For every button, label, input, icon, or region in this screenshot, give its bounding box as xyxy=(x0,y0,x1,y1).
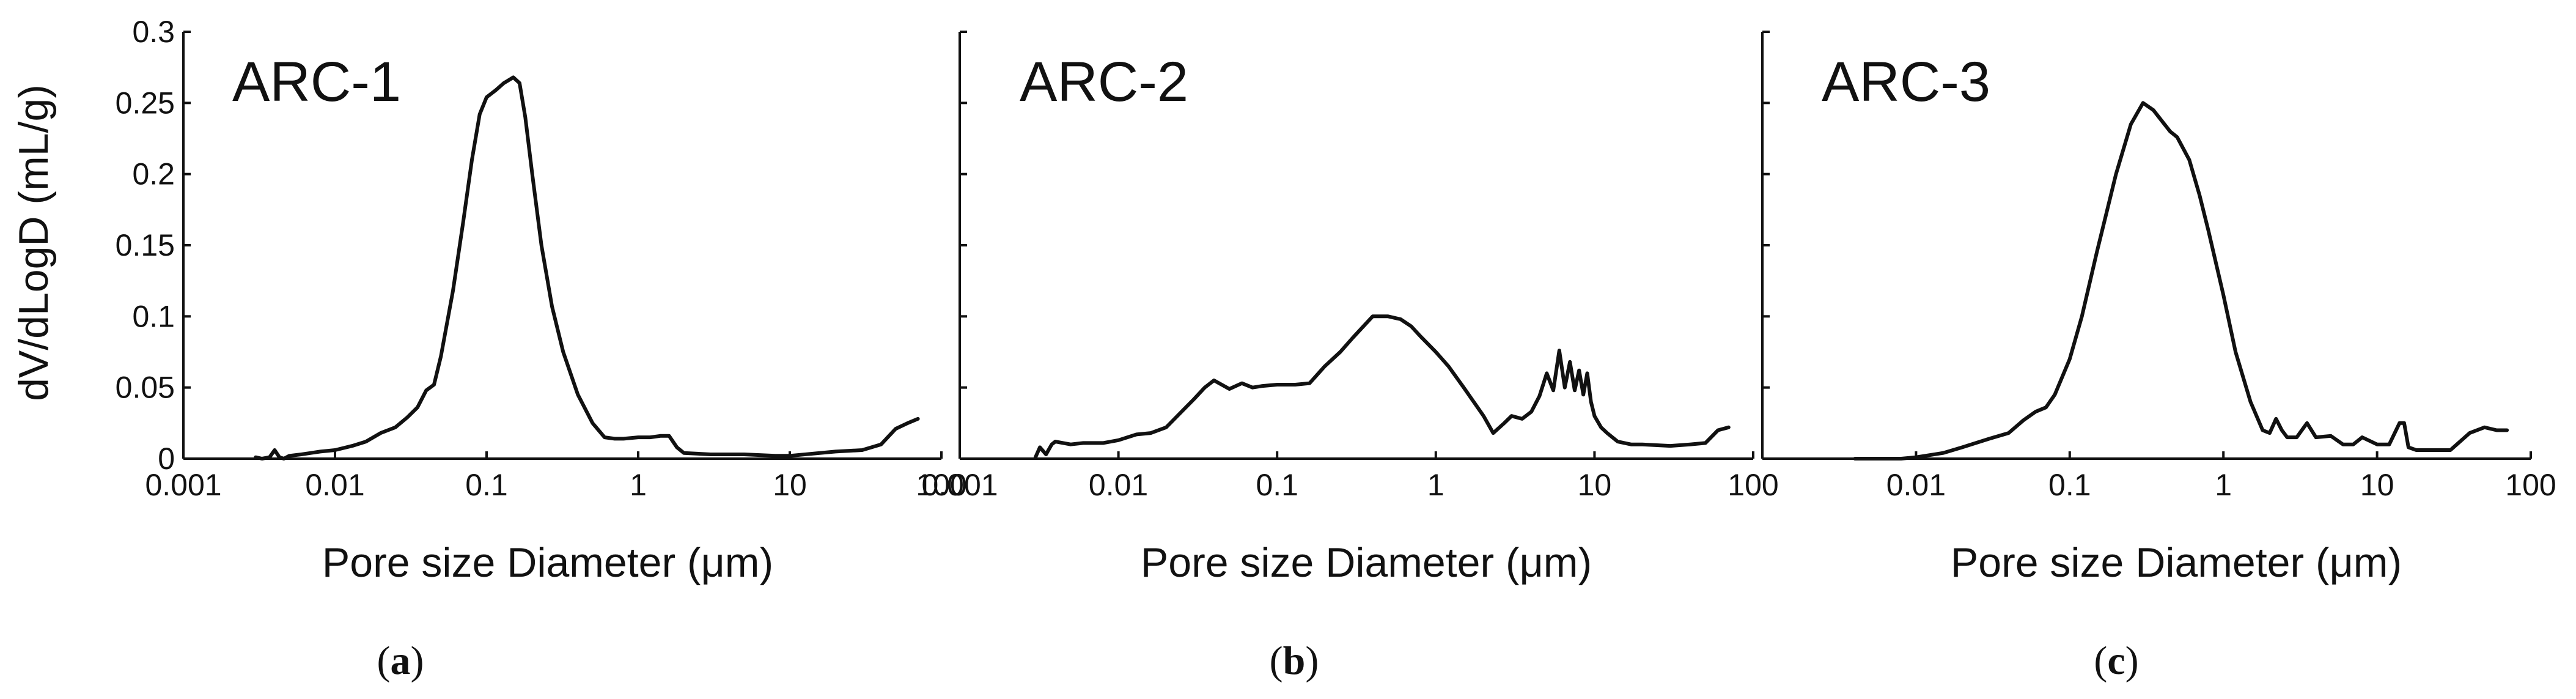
x-tick-label: 1 xyxy=(630,468,647,502)
x-tick-label: 10 xyxy=(2360,468,2394,502)
x-tick-labels: 0.01 0.1 1 10 100 xyxy=(1886,468,2556,502)
y-tick-label: 0.2 xyxy=(132,157,175,191)
panel-title-arc-1: ARC-1 xyxy=(232,51,401,113)
x-tick-label: 0.001 xyxy=(921,468,998,502)
y-tick-label: 0.1 xyxy=(132,299,175,333)
x-tick-label: 0.1 xyxy=(465,468,508,502)
x-axis-title: Pore size Diameter (μm) xyxy=(322,539,773,586)
panel-title-arc-2: ARC-2 xyxy=(1020,51,1188,113)
y-axis-title: dV/dLogD (mL/g) xyxy=(10,84,57,401)
x-axis-title: Pore size Diameter (μm) xyxy=(1141,539,1592,586)
x-tick-label: 0.1 xyxy=(1256,468,1298,502)
x-tick-label: 0.01 xyxy=(305,468,364,502)
series-line-arc-1 xyxy=(254,75,920,460)
x-tick-label: 100 xyxy=(1728,468,1778,502)
x-tick-label: 100 xyxy=(2505,468,2556,502)
panel-title-arc-3: ARC-3 xyxy=(1822,51,1990,113)
x-axis-title: Pore size Diameter (μm) xyxy=(1951,539,2402,586)
x-tick-label: 100 xyxy=(916,468,966,502)
y-tick-label: 0 xyxy=(158,442,175,476)
y-tick-label: 0.15 xyxy=(116,228,175,262)
series-line-arc-3 xyxy=(1853,101,2509,460)
x-tick-label: 0.001 xyxy=(145,468,221,502)
panel-c: 0.01 0.1 1 10 100 ARC-3 Pore size Diameter (… xyxy=(1761,31,2556,683)
y-tick-label: 0.05 xyxy=(116,371,175,405)
x-tick-labels: 0.001 0.01 0.1 1 10 100 xyxy=(921,468,1778,502)
panel-b: 0.001 0.01 0.1 1 10 100 ARC-2 Pore size Diame… xyxy=(921,31,1779,683)
x-tick-label: 1 xyxy=(1427,468,1444,502)
y-tick-label: 0.3 xyxy=(132,15,175,49)
panel-a: dV/dLogD (mL/g) 0 0.05 0.1 0.15 0.2 0.25 0.3 0… xyxy=(10,15,967,683)
x-tick-label: 0.01 xyxy=(1089,468,1148,502)
x-tick-label: 0.1 xyxy=(2048,468,2091,502)
x-tick-label: 10 xyxy=(773,468,807,502)
x-tick-label: 0.01 xyxy=(1886,468,1946,502)
x-tick-labels: 0.001 0.01 0.1 1 10 100 xyxy=(145,468,966,502)
x-tick-label: 1 xyxy=(2215,468,2232,502)
panel-label-a: (a) xyxy=(377,638,424,683)
x-tick-label: 10 xyxy=(1578,468,1612,502)
panel-label-c: (c) xyxy=(2094,638,2138,683)
panel-label-b: (b) xyxy=(1270,638,1319,683)
y-tick-labels: 0 0.05 0.1 0.15 0.2 0.25 0.3 xyxy=(116,15,175,476)
series-line-arc-2 xyxy=(1033,314,1731,459)
y-tick-label: 0.25 xyxy=(116,86,175,120)
